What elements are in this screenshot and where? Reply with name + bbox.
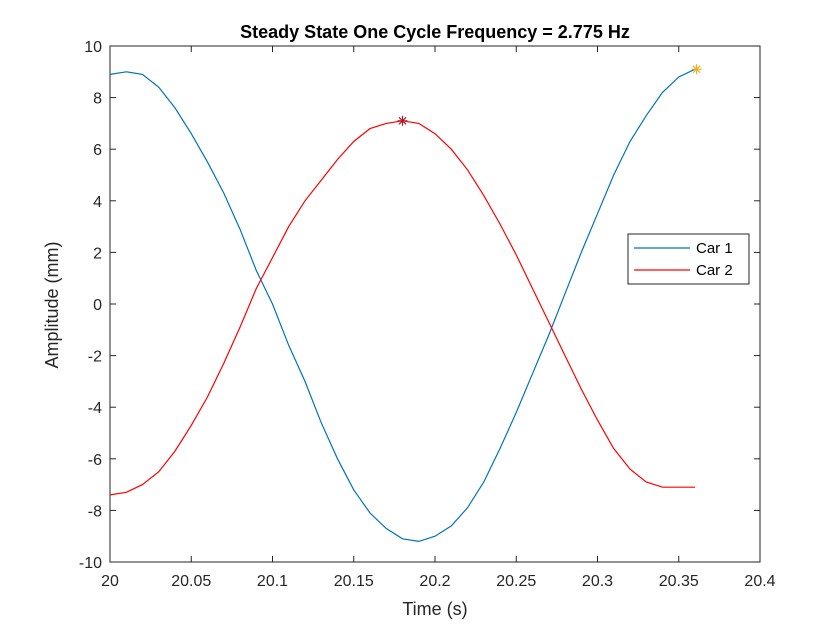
legend-label-car-2: Car 2 [696, 262, 733, 279]
y-tick-label: -4 [88, 400, 102, 417]
x-tick-label: 20.25 [496, 573, 536, 590]
y-tick-label: -6 [88, 452, 102, 469]
x-axis-label: Time (s) [402, 599, 467, 619]
y-tick-label: -8 [88, 503, 102, 520]
y-axis-label: Amplitude (mm) [42, 241, 62, 368]
y-tick-label: 6 [93, 142, 102, 159]
x-tick-label: 20.35 [659, 573, 699, 590]
marker-stroke [692, 65, 701, 74]
legend-box [627, 233, 750, 285]
y-tick-label: 8 [93, 91, 102, 108]
chart-title: Steady State One Cycle Frequency = 2.775… [240, 22, 630, 42]
axes-box [109, 45, 761, 563]
y-tick-label: -2 [88, 349, 102, 366]
y-tick-label: 10 [84, 39, 102, 56]
x-tick-label: 20.2 [419, 573, 450, 590]
peak-marker-2 [691, 64, 702, 75]
series-line-car-1 [109, 68, 696, 543]
y-tick-label: 4 [93, 194, 102, 211]
peak-marker-1 [397, 115, 408, 126]
y-tick-label: 0 [93, 297, 102, 314]
x-tick-label: 20.15 [334, 573, 374, 590]
legend-label-car-1: Car 1 [696, 240, 733, 257]
x-tick-label: 20.4 [744, 573, 775, 590]
legend: Car 1 Car 2 [627, 233, 750, 285]
y-tick-label: 2 [93, 245, 102, 262]
x-tick-label: 20.05 [171, 573, 211, 590]
marker-stroke [398, 116, 407, 125]
y-tick-label: -10 [79, 555, 102, 572]
x-tick-label: 20.1 [257, 573, 288, 590]
x-tick-label: 20 [101, 573, 119, 590]
plot-area: 20 20.05 20.1 20.15 20.2 20.25 20.3 20.35 20.4-1… [79, 39, 776, 590]
x-tick-label: 20.3 [582, 573, 613, 590]
